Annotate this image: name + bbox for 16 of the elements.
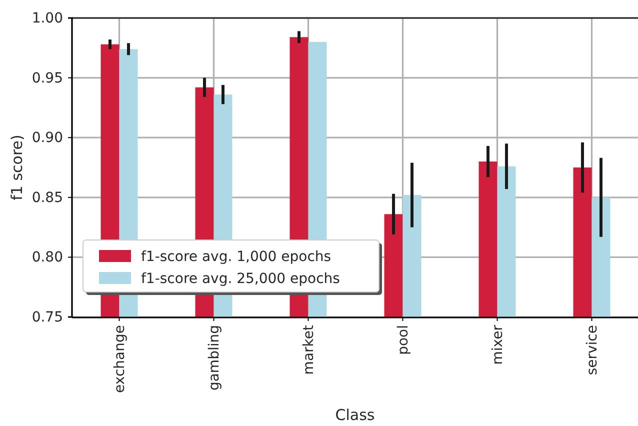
- x-tick-label: pool: [396, 325, 412, 355]
- y-tick-label: 0.95: [32, 70, 63, 86]
- x-tick-label: market: [301, 324, 318, 375]
- y-axis-title: f1 score): [8, 134, 26, 200]
- y-tick-label: 0.85: [32, 190, 63, 206]
- x-tick-label: service: [584, 325, 601, 376]
- x-axis-title: Class: [335, 406, 375, 424]
- x-tick-label: exchange: [112, 325, 128, 393]
- x-tick-label: mixer: [490, 324, 506, 365]
- y-tick-label: 1.00: [32, 10, 63, 26]
- legend-label: f1-score avg. 1,000 epochs: [141, 249, 332, 265]
- y-tick-label: 0.75: [32, 309, 63, 326]
- x-tick-label: gambling: [206, 325, 223, 391]
- y-tick-label: 0.80: [32, 250, 63, 266]
- legend-label: f1-score avg. 25,000 epochs: [141, 271, 340, 287]
- y-tick-label: 0.90: [32, 130, 63, 146]
